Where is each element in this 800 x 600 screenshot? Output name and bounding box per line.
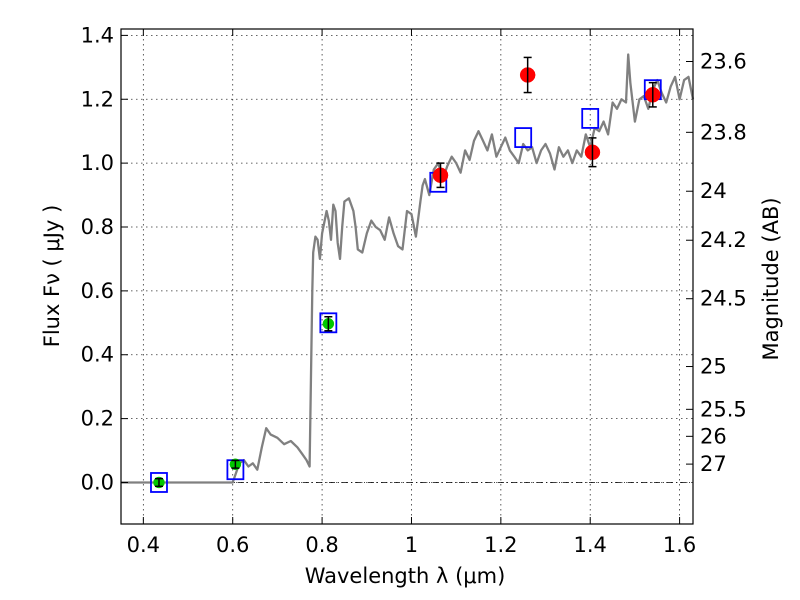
- right-axis-title: Magnitude (AB): [759, 197, 783, 360]
- right-tick-label: 25: [700, 355, 727, 379]
- y-tick-label: 1.2: [81, 87, 114, 111]
- right-tick-label: 25.5: [700, 397, 747, 421]
- x-tick-label: 1.2: [484, 533, 517, 557]
- y-tick-label: 0.6: [81, 279, 114, 303]
- x-tick-label: 0.4: [127, 533, 160, 557]
- right-tick-label: 27: [700, 452, 727, 476]
- right-tick-label: 24.2: [700, 228, 747, 252]
- series-layer: [121, 53, 695, 493]
- model-photometry-square: [150, 472, 168, 493]
- y-tick-label: 0.4: [81, 343, 114, 367]
- ticks-layer: 0.4 0.6 0.8 1 1.2 1.4 1.6 0.0 0.2 0.4 0.6 0.8 1.0 1.2…: [81, 23, 747, 557]
- grid-layer: [121, 29, 693, 524]
- y-tick-label: 0.2: [81, 407, 114, 431]
- model-photometry-square: [514, 127, 533, 148]
- x-tick-label: 1.6: [663, 533, 696, 557]
- x-tick-label: 0.8: [305, 533, 338, 557]
- x-tick-label: 0.6: [216, 533, 249, 557]
- y-tick-label: 0.0: [81, 470, 114, 494]
- model-photometry-square: [581, 108, 600, 129]
- y-tick-label: 0.8: [81, 215, 114, 239]
- right-tick-label: 23.8: [700, 120, 747, 144]
- right-tick-label: 24.5: [700, 287, 747, 311]
- right-tick-label: 26: [700, 424, 727, 448]
- y-tick-label: 1.0: [81, 151, 114, 175]
- right-tick-label: 24: [700, 179, 727, 203]
- x-tick-label: 1.4: [574, 533, 607, 557]
- plot-frame: [120, 28, 694, 525]
- right-tick-label: 23.6: [700, 49, 747, 73]
- y-tick-label: 1.4: [81, 23, 114, 47]
- x-tick-label: 1: [405, 533, 418, 557]
- x-axis-title: Wavelength λ (μm): [305, 564, 506, 588]
- y-axis-title: Flux Fν ( μJy ): [40, 205, 64, 348]
- model-photometry-square: [319, 312, 338, 334]
